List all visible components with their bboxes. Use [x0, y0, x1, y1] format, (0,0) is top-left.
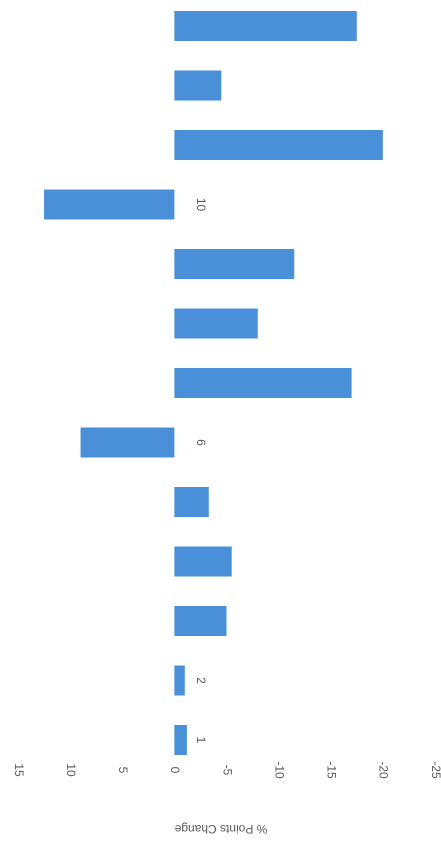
value-tick-label: -10 — [272, 761, 286, 779]
value-tick-label: -15 — [325, 761, 339, 779]
value-tick-label: 5 — [116, 767, 130, 774]
bar — [174, 606, 227, 636]
bar — [174, 487, 209, 517]
bar — [174, 130, 383, 160]
bar — [174, 308, 258, 339]
value-tick-label: 10 — [64, 763, 78, 777]
value-tick-label: -5 — [220, 765, 234, 776]
bar — [174, 249, 295, 279]
category-label: 10 — [194, 198, 208, 212]
bar — [80, 427, 175, 458]
bar — [174, 368, 352, 398]
category-label: 2 — [194, 677, 208, 684]
bar — [174, 546, 232, 577]
value-tick-label: -25 — [429, 761, 441, 779]
value-tick-label: 15 — [12, 763, 26, 777]
bar — [174, 70, 222, 101]
bar — [174, 11, 357, 41]
bar — [174, 725, 187, 755]
category-label: 6 — [194, 439, 208, 446]
value-tick-label: 0 — [168, 767, 182, 774]
axis-label: % Points Change — [174, 822, 267, 836]
category-label: 1 — [194, 737, 208, 744]
bar — [44, 189, 175, 220]
value-tick-label: -20 — [377, 761, 391, 779]
bar — [174, 665, 185, 696]
